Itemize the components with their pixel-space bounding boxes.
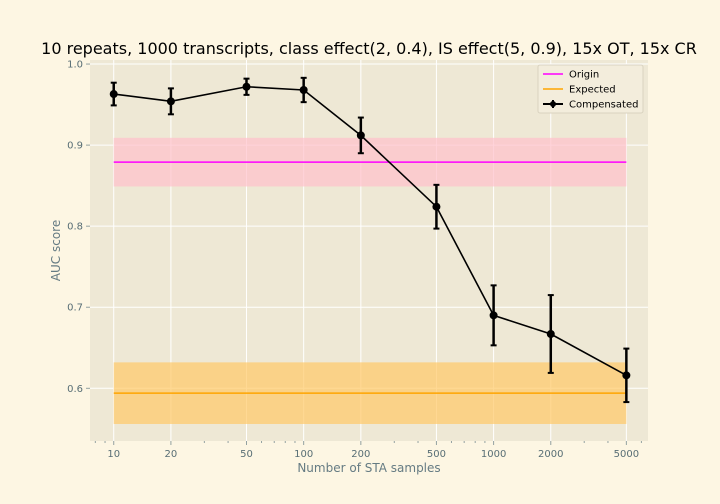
series [109, 76, 631, 404]
legend-box [537, 64, 644, 114]
y-tick-label: 1.0 [67, 60, 83, 71]
y-tick-label: 0.9 [67, 141, 83, 152]
y-tick-label: 0.6 [67, 384, 83, 395]
legend-label-expected: Expected [569, 85, 616, 96]
data-point [356, 131, 365, 140]
legend: Origin Expected Compensated [537, 64, 644, 114]
legend-label-origin: Origin [569, 70, 599, 81]
x-tick-label: 5000 [614, 449, 639, 460]
data-point [489, 311, 498, 320]
y-tick-label: 0.8 [67, 222, 83, 233]
data-point [242, 82, 251, 91]
chart-title: 10 repeats, 1000 transcripts, class effe… [41, 39, 697, 58]
axes: 10 20 50 100 200 500 1000 2000 5000 0.6 0.7 0.8 0.9 1… [67, 60, 642, 460]
x-tick-label: 200 [351, 449, 370, 460]
x-axis-label: Number of STA samples [297, 461, 440, 475]
data-point [622, 371, 631, 380]
x-tick-label: 50 [240, 449, 253, 460]
data-point [299, 85, 308, 94]
data-point [546, 329, 555, 338]
data-point [109, 90, 118, 99]
data-point [432, 202, 441, 211]
legend-label-compensated: Compensated [569, 100, 638, 111]
legend-marker [550, 101, 556, 107]
y-tick-label: 0.7 [67, 303, 83, 314]
x-tick-label: 100 [294, 449, 313, 460]
data-point [166, 97, 175, 106]
x-tick-label: 1000 [481, 449, 506, 460]
x-tick-label: 2000 [538, 449, 563, 460]
x-tick-label: 20 [165, 449, 178, 460]
y-axis-label: AUC score [49, 220, 63, 281]
x-tick-label: 500 [427, 449, 446, 460]
x-tick-label: 10 [107, 449, 120, 460]
